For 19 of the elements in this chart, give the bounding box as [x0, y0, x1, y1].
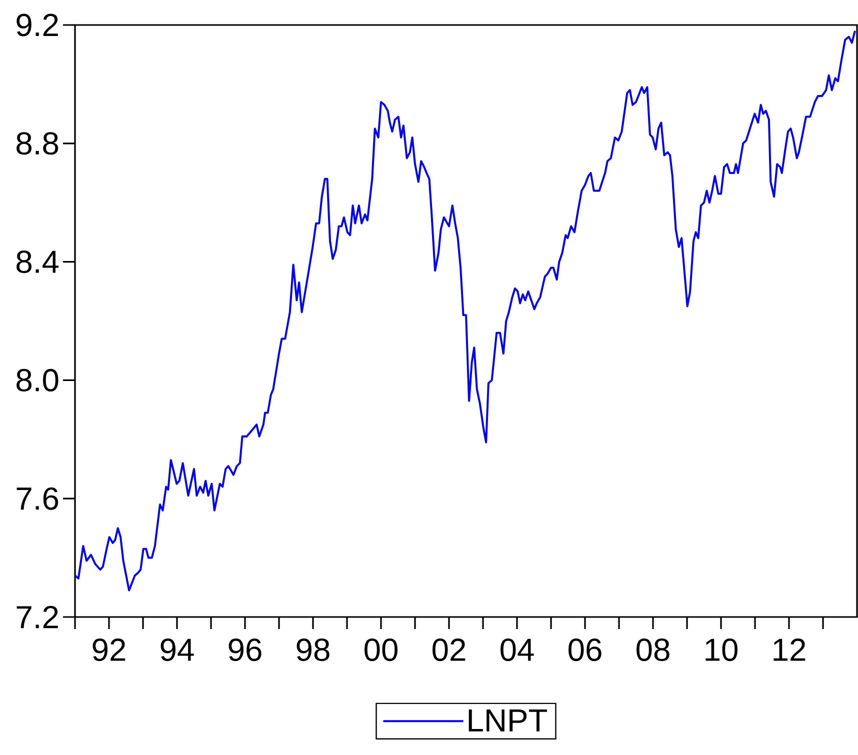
- x-tick-label: 04: [500, 638, 534, 662]
- legend-label: LNPT: [468, 709, 547, 732]
- x-tick-label: 94: [160, 638, 194, 662]
- x-tick-label: 02: [432, 638, 466, 662]
- x-tick-label: 12: [774, 638, 806, 661]
- line-series: [74, 30, 856, 592]
- y-tick-label: 7.6: [16, 487, 58, 510]
- x-tick-label: 92: [92, 638, 126, 662]
- y-tick-label: 7.2: [16, 606, 58, 628]
- y-tick-label: 8.0: [16, 368, 58, 392]
- x-tick-label: 10: [706, 638, 738, 662]
- y-tick-label: 8.4: [16, 250, 59, 274]
- x-tick-label: 96: [228, 638, 262, 662]
- y-tick-label: 8.8: [16, 132, 58, 155]
- x-tick-label: 98: [296, 638, 330, 662]
- y-tick-label: 9.2: [16, 14, 58, 36]
- x-tick-label: 08: [636, 638, 670, 662]
- x-tick-label: 00: [364, 638, 398, 662]
- x-tick-label: 06: [568, 638, 602, 662]
